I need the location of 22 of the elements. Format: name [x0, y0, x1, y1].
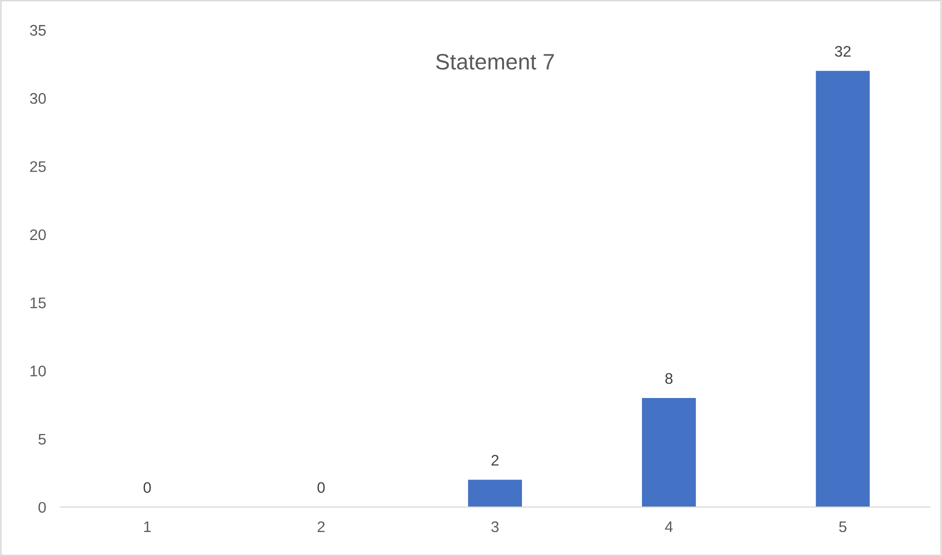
data-label: 2 [492, 454, 499, 466]
bar [816, 70, 870, 508]
x-tick-label: 5 [839, 522, 846, 532]
y-tick-label: 35 [30, 24, 46, 36]
y-tick-label: 10 [30, 366, 46, 376]
x-tick-label: 2 [318, 521, 325, 532]
bar [468, 480, 522, 508]
y-tick-label: 25 [30, 161, 46, 172]
y-tick-label: 30 [30, 93, 46, 104]
bar [642, 398, 696, 508]
x-tick-label: 3 [491, 521, 499, 532]
y-tick-label: 5 [38, 434, 46, 445]
y-tick-label: 0 [38, 502, 46, 513]
data-label: 0 [144, 482, 151, 493]
y-tick-label: 20 [30, 229, 46, 240]
data-label: 32 [834, 46, 851, 57]
x-tick-label: 1 [144, 522, 151, 532]
text: Statement 7 [436, 54, 554, 70]
y-tick-label: 15 [30, 298, 46, 308]
x-tick-label: 4 [665, 522, 673, 532]
data-label: 8 [665, 373, 672, 384]
data-label: 0 [317, 482, 325, 493]
